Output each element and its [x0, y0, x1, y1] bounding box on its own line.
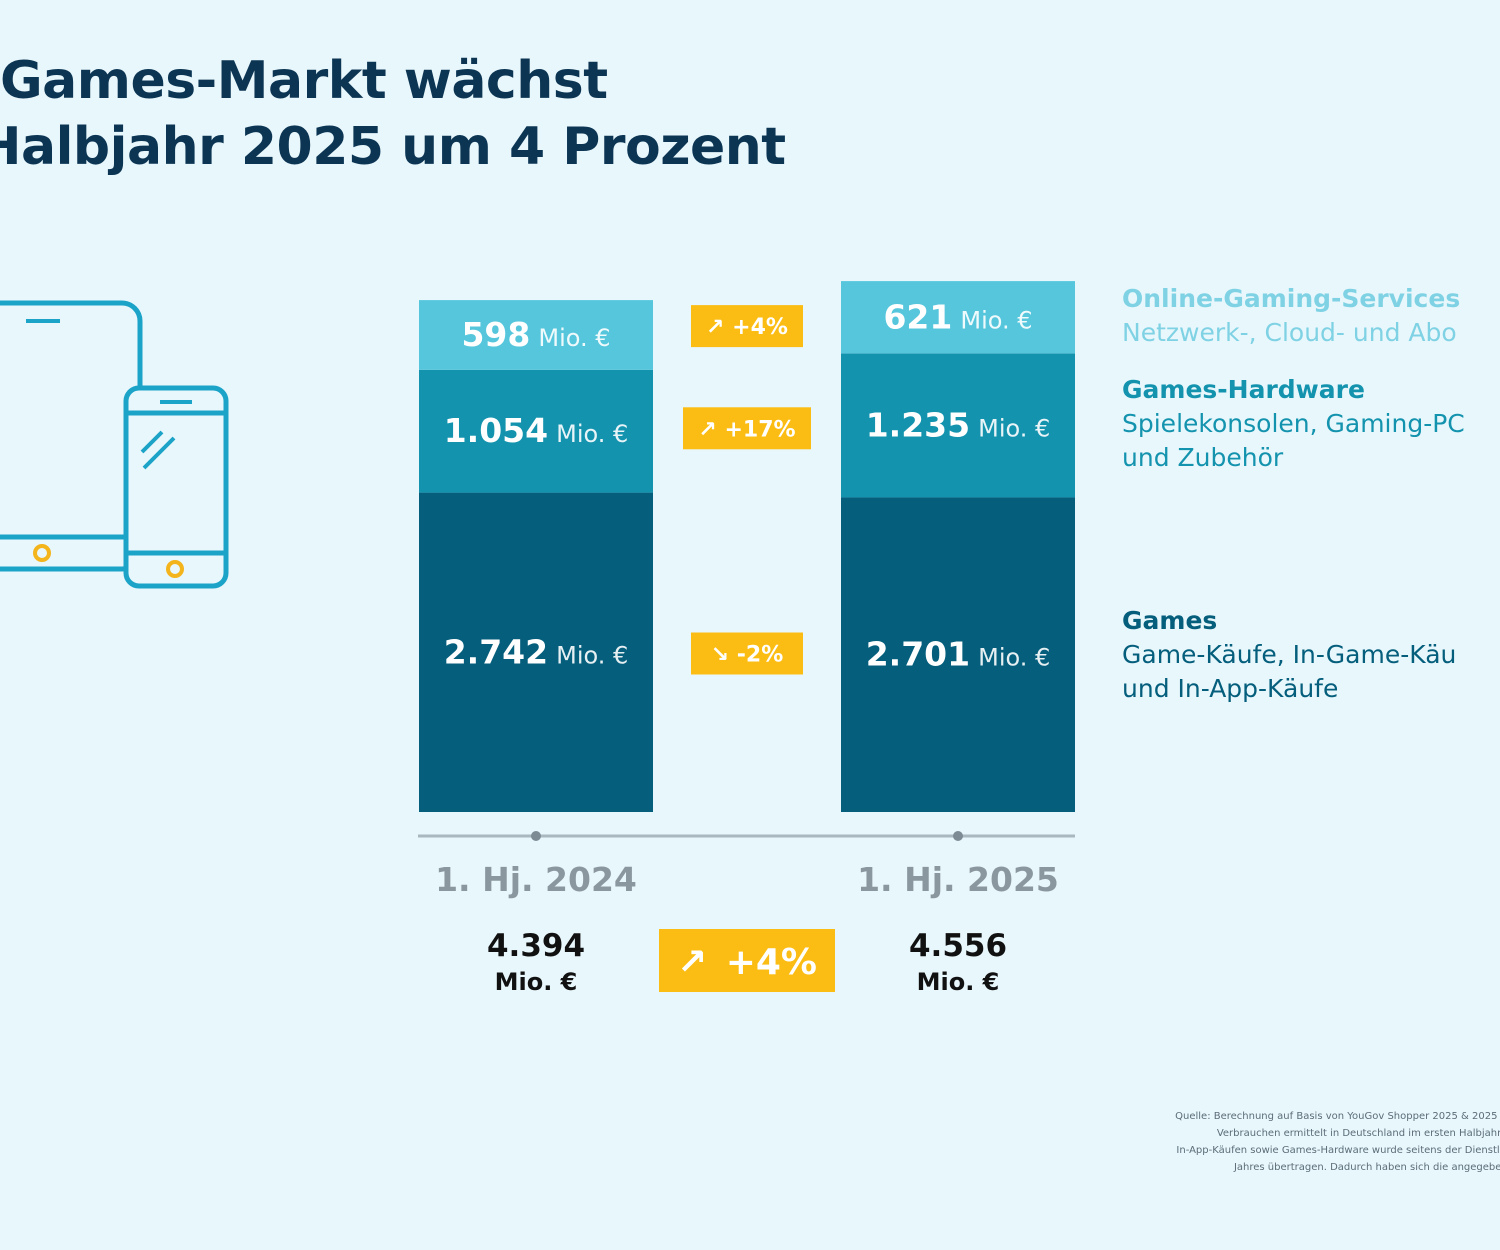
- change-badge-label-games: ↘ -2%: [711, 643, 784, 668]
- title-line-2: Halbjahr 2025 um 4 Prozent: [0, 117, 786, 177]
- total-change-arrow: ↗: [677, 942, 707, 983]
- tablet-icon: [0, 300, 143, 572]
- bar-label-online-services-2025: 621 Mio. €: [883, 297, 1032, 336]
- change-badge-bg: [691, 632, 803, 675]
- x-axis-tick-2025: [953, 831, 963, 841]
- bar-label-online-services-2024: 598 Mio. €: [461, 315, 610, 354]
- bar-hardware-2024: [419, 369, 653, 493]
- smartphone-icon: [123, 385, 229, 589]
- x-tick-label-2025: 1. Hj. 2025: [857, 860, 1059, 899]
- bar-hardware-2025: [841, 353, 1075, 498]
- source-note: Quelle: Berechnung auf Basis von YouGov …: [1008, 1108, 1500, 1176]
- page-title: Games-Markt wächst Halbjahr 2025 um 4 Pr…: [0, 48, 786, 180]
- legend-desc: und Zubehör: [1122, 443, 1284, 472]
- bar-label-hardware-2025: 1.235 Mio. €: [866, 405, 1051, 444]
- change-badge-bg: [683, 407, 811, 450]
- legend-games: Games Game-Käufe, In-Game-Käu und In-App…: [1122, 604, 1456, 706]
- source-line: In-App-Käufen sowie Games-Hardware wurde…: [1176, 1145, 1500, 1156]
- total-unit-2024: Mio. €: [495, 968, 578, 996]
- change-badge-hardware: ↗ +17%: [683, 407, 811, 450]
- svg-text:↗ +4%: ↗ +4%: [677, 942, 817, 983]
- legend-online-services: Online-Gaming-Services Netzwerk-, Cloud-…: [1122, 282, 1460, 350]
- bar-online-services-2025: [841, 281, 1075, 354]
- total-unit-2025: Mio. €: [917, 968, 1000, 996]
- legend-desc: Game-Käufe, In-Game-Käu: [1122, 640, 1457, 669]
- devices-icon: [0, 300, 229, 589]
- legend-hardware: Games-Hardware Spielekonsolen, Gaming-PC…: [1122, 373, 1465, 475]
- bar-label-hardware-2024: 1.054 Mio. €: [444, 411, 629, 450]
- total-value-2025: 4.556: [909, 928, 1007, 964]
- bar-label-games-2024: 2.742 Mio. €: [444, 632, 629, 671]
- change-badge-games: ↘ -2%: [691, 632, 803, 675]
- bar-games-2025: [841, 497, 1075, 812]
- legend-desc: Netzwerk-, Cloud- und Abo: [1122, 318, 1457, 347]
- bar-games-2024: [419, 492, 653, 812]
- x-tick-label-2024: 1. Hj. 2024: [435, 860, 637, 899]
- total-change-value: +4%: [726, 942, 817, 983]
- legend-title: Games-Hardware: [1122, 375, 1365, 404]
- legend-desc: Spielekonsolen, Gaming-PC: [1122, 409, 1465, 438]
- change-badge-label-online-services: ↗ +4%: [706, 315, 788, 340]
- legend-desc: und In-App-Käufe: [1122, 674, 1339, 703]
- total-value-2024: 4.394: [487, 928, 585, 964]
- source-line: Quelle: Berechnung auf Basis von YouGov …: [1175, 1111, 1500, 1122]
- source-line: Jahres übertragen. Dadurch haben sich di…: [1233, 1162, 1500, 1173]
- bar-online-services-2024: [419, 300, 653, 370]
- change-badge-online-services: ↗ +4%: [691, 305, 803, 348]
- bar-label-games-2025: 2.701 Mio. €: [866, 635, 1051, 674]
- change-badge-label-hardware: ↗ +17%: [698, 417, 795, 442]
- change-badge-bg: [691, 305, 803, 348]
- legend-title: Online-Gaming-Services: [1122, 284, 1461, 313]
- x-axis-tick-2024: [531, 831, 541, 841]
- total-change-badge: ↗ +4%: [659, 929, 835, 992]
- title-line-1: Games-Markt wächst: [0, 51, 608, 111]
- source-line: Verbrauchen ermittelt in Deutschland im …: [1216, 1128, 1500, 1139]
- legend-title: Games: [1122, 606, 1218, 635]
